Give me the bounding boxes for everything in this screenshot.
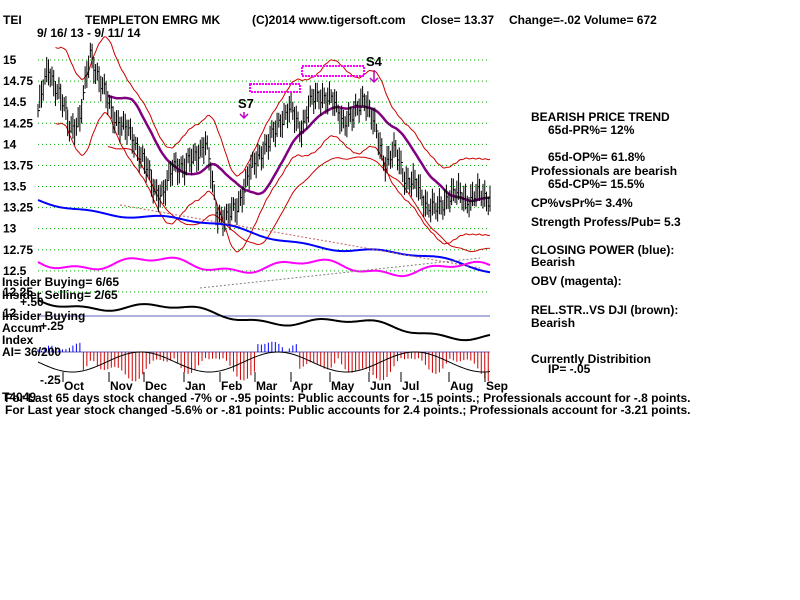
insider-buying-label: Insider Buying= 6/65	[2, 275, 120, 289]
closing-power-label: CLOSING POWER (blue):	[531, 243, 675, 257]
relstr-value: Bearish	[531, 316, 576, 330]
accum-average-line	[37, 351, 491, 373]
price-tick-label: 12.5	[3, 264, 27, 278]
signal-markers: S7 S4	[238, 54, 383, 120]
footer-line-2: For Last year stock changed -5.6% or -.8…	[5, 403, 691, 417]
insider-selling-label: Insider Selling= 2/65	[2, 288, 118, 302]
relstr-label: REL.STR..VS DJI (brown):	[531, 303, 679, 317]
obv-trendline	[199, 257, 481, 289]
price-tick-label: 12.25	[3, 285, 33, 299]
moving-average	[107, 94, 491, 203]
month-label: Apr	[292, 379, 313, 393]
cp-value: 65d-CP%= 15.5%	[548, 177, 645, 191]
month-label: Jul	[402, 379, 419, 393]
cpvspr-value: CP%vsPr%= 3.4%	[531, 196, 633, 210]
month-label: Jan	[185, 379, 206, 393]
price-bands	[55, 36, 491, 253]
closing-power-value: Bearish	[531, 255, 576, 269]
indicator-tick-1: +.50	[20, 295, 44, 309]
upper-band	[55, 36, 491, 177]
month-label: Jun	[370, 379, 391, 393]
copyright: (C)2014 www.tigersoft.com	[252, 13, 406, 27]
month-label: Dec	[145, 379, 167, 393]
month-label: Feb	[221, 379, 242, 393]
signal-band-2	[301, 65, 365, 77]
month-axis: Oct Nov Dec Jan Feb Mar Apr May Jun Jul Aug Sep	[62, 372, 508, 393]
month-label: Oct	[64, 379, 84, 393]
price-tick-label: 13.75	[3, 158, 33, 172]
price-axis: 15 14.75 14.5 14.25 14 13.75 13.5 13.25 13 12.75 1…	[3, 53, 33, 320]
accum-label-1: Insider Buying	[2, 309, 86, 323]
price-tick-label: 15	[3, 53, 17, 67]
accum-label-3: Index	[2, 333, 34, 347]
professionals-text: Professionals are bearish	[531, 164, 678, 178]
trend-title: BEARISH PRICE TREND	[531, 110, 670, 124]
price-tick-label: 12.75	[3, 243, 33, 257]
volume-value: Volume= 672	[584, 13, 657, 27]
price-tick-label: 14	[3, 137, 17, 151]
price-tick-label: 13.25	[3, 201, 33, 215]
footer-line-1: For Last 65 days stock changed -7% or -.…	[5, 391, 691, 405]
price-tick-label: 13	[3, 222, 17, 236]
op-value: 65d-OP%= 61.8%	[548, 150, 646, 164]
price-tick-label: 14.75	[3, 74, 33, 88]
rel-str-line	[37, 299, 491, 342]
price-bars	[37, 42, 491, 237]
accum-histogram	[37, 341, 491, 382]
price-tick-label: 14.25	[3, 116, 33, 130]
signal-band-1	[249, 83, 301, 93]
month-label: Aug	[450, 379, 473, 393]
month-label: Mar	[256, 379, 278, 393]
obv-label: OBV (magenta):	[531, 274, 622, 288]
t4049-label: T4049	[2, 390, 37, 404]
lower-band	[55, 112, 491, 253]
date-range: 9/ 16/ 13 - 9/ 11/ 14	[37, 26, 141, 40]
month-label: Sep	[486, 379, 508, 393]
ip-value: IP= -.05	[548, 362, 591, 376]
price-tick-label: 14.5	[3, 95, 27, 109]
indicator-lines	[37, 199, 491, 342]
signal-s4-arrow	[369, 70, 379, 84]
distribution-label: Currently Distribition	[531, 352, 652, 366]
cp-trendline	[119, 204, 481, 269]
signal-s7-label: S7	[238, 96, 254, 111]
indicator-tick-2: +.25	[40, 319, 64, 333]
strength-value: Strength Profess/Pub= 5.3	[531, 215, 681, 229]
indicator-tick-3: -.25	[40, 373, 61, 387]
ticker: TEI	[3, 13, 22, 27]
price-tick-label: 13.5	[3, 180, 27, 194]
pr-value: 65d-PR%= 12%	[548, 123, 635, 137]
month-label: Nov	[110, 379, 133, 393]
closing-power-line	[37, 199, 491, 274]
month-label: May	[331, 379, 355, 393]
signal-s7-arrow	[239, 112, 249, 120]
signal-s4-label: S4	[366, 54, 383, 69]
fund-name: TEMPLETON EMRG MK	[85, 13, 221, 27]
close-value: Close= 13.37	[421, 13, 495, 27]
price-tick-label: 12	[3, 306, 17, 320]
accum-label-2: Accum	[2, 321, 43, 335]
change-value: Change=-.02	[509, 13, 581, 27]
obv-line	[37, 256, 491, 278]
ai-label: AI= 36/200	[2, 345, 62, 359]
